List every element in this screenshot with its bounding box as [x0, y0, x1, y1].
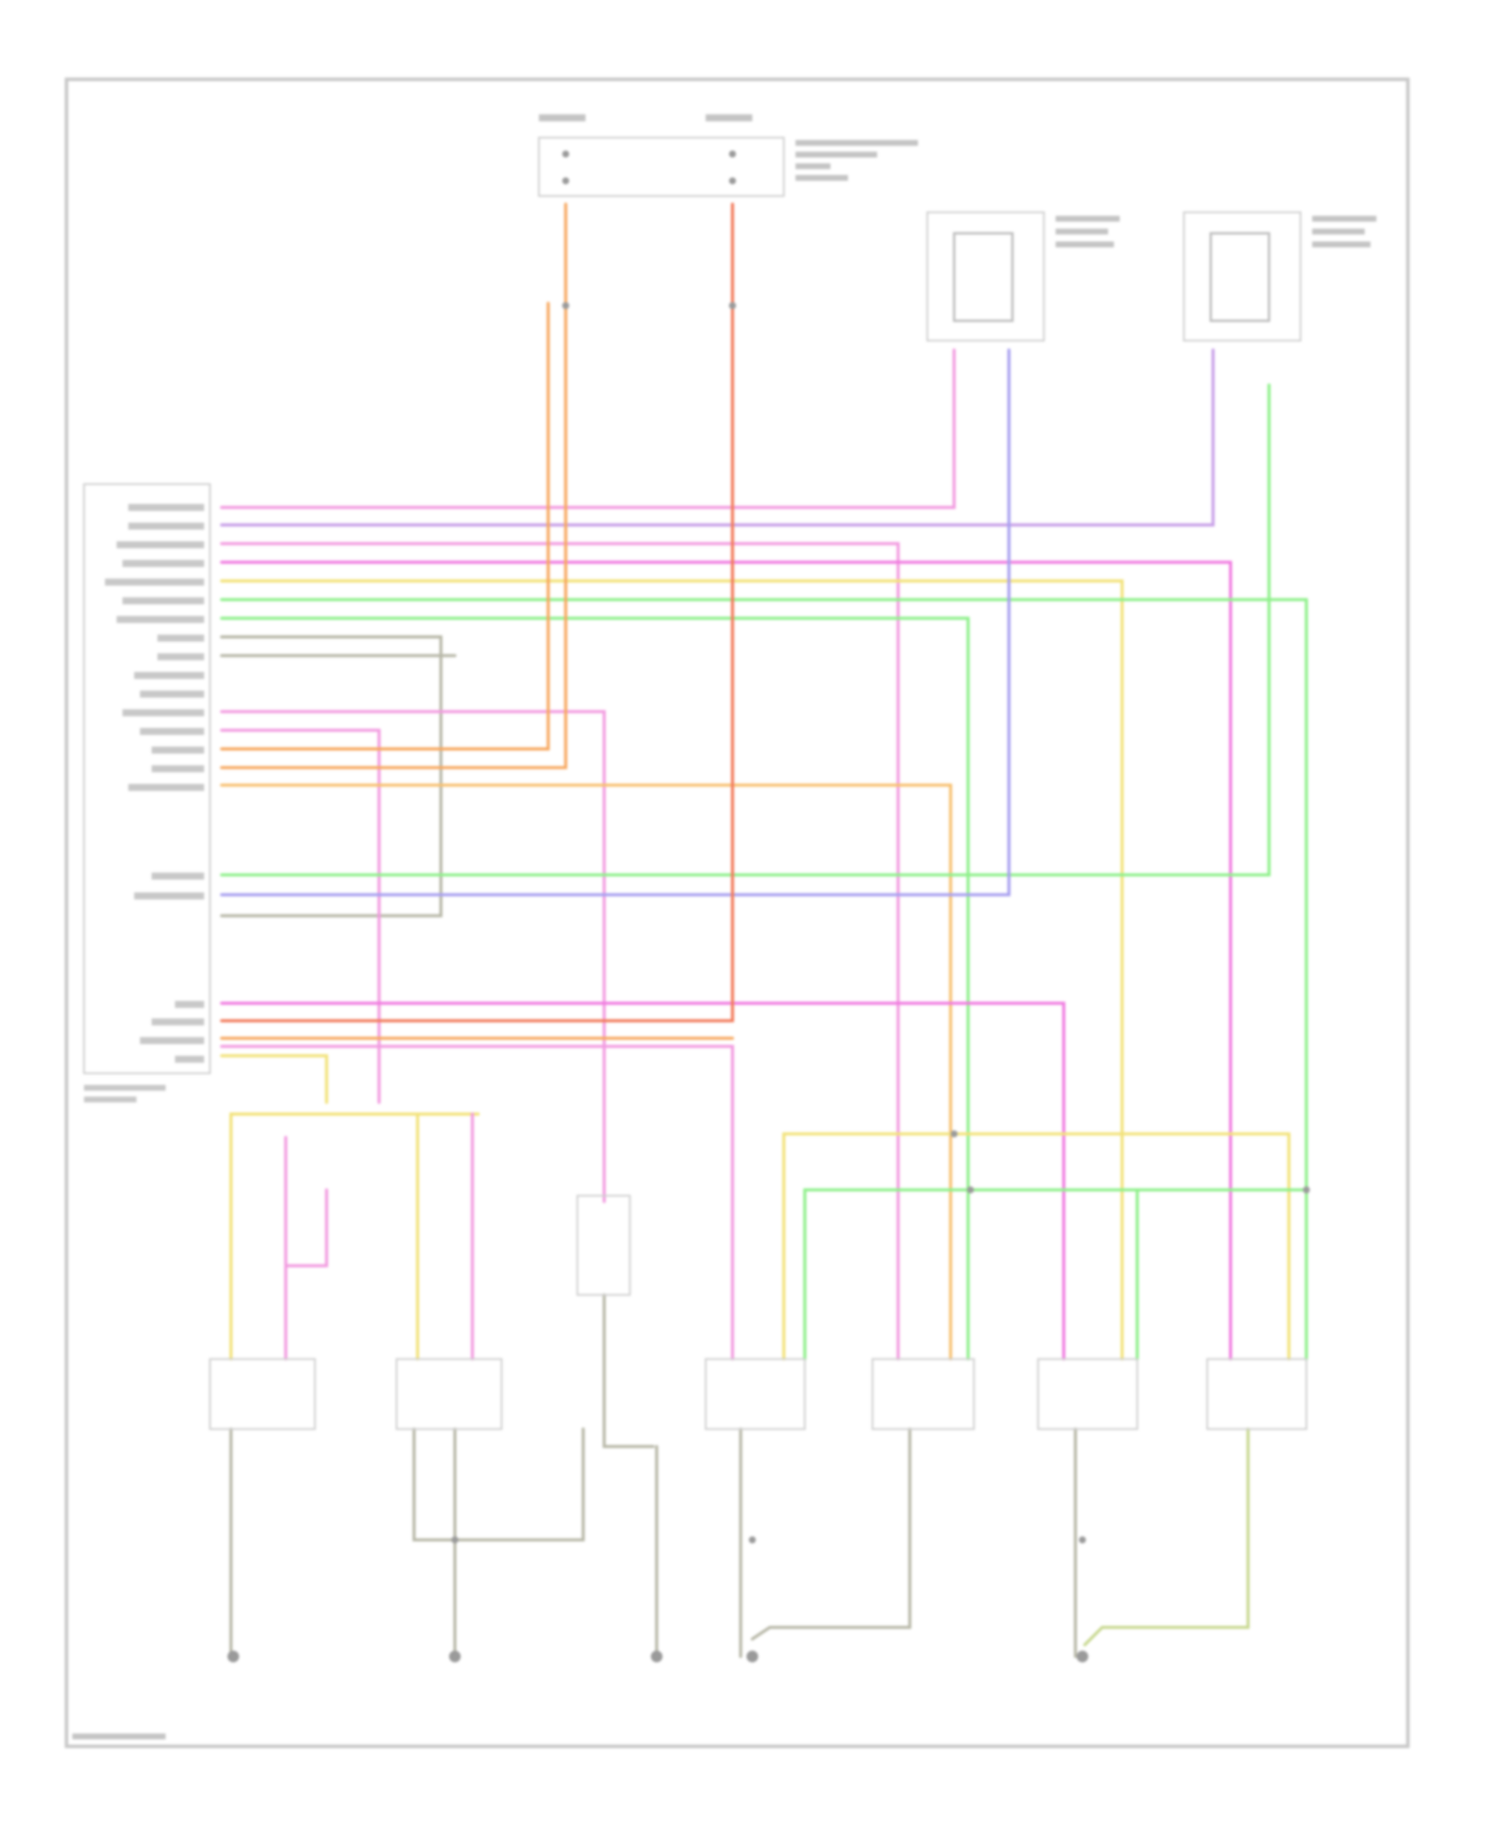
fuse-box	[538, 114, 918, 197]
ground-points	[227, 302, 1310, 1663]
diagram-frame	[64, 77, 1410, 1749]
control-module	[83, 483, 211, 1103]
wires	[220, 202, 1308, 1659]
component-switches	[209, 1194, 1308, 1430]
diagram-code	[72, 1733, 166, 1740]
relay-right	[1183, 211, 1377, 342]
relay-left	[926, 211, 1120, 342]
